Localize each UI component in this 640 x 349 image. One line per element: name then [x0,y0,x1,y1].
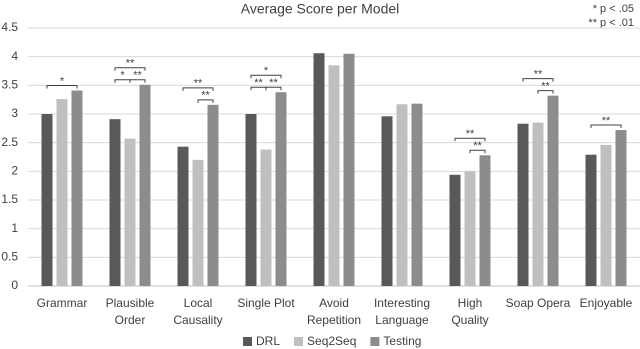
bar [396,104,408,287]
x-tick-label: Avoid Repetition [306,296,362,327]
legend-swatch [370,337,380,346]
x-tick-label: Grammar [36,296,88,310]
bar [615,130,627,286]
y-tick-label: 0 [11,278,18,292]
legend-label: DRL [256,334,280,348]
bar [381,116,393,286]
significance-label: ** [473,140,482,152]
y-tick-label: 1.5 [1,192,18,206]
y-tick-label: 3 [11,106,18,120]
bar [275,92,287,286]
significance-bracket [265,86,282,91]
legend-swatch [294,337,304,346]
bar [139,84,151,286]
bar [449,174,461,286]
significance-bracket [590,124,622,129]
bar [177,146,189,286]
significance-label: ** [534,69,543,81]
bar [192,159,204,286]
bar [328,65,340,287]
significance-bracket [197,99,214,103]
x-tick-label: Interesting Language [373,296,431,327]
bar [71,90,83,286]
x-tick-label: Soap Opera [505,296,571,310]
bar [260,149,272,286]
legend-label: Testing [383,334,421,348]
bar [207,104,219,287]
significance-label: ** [602,115,611,127]
bar [56,99,68,287]
significance-label: ** [194,78,203,90]
significance-bracket [129,79,146,83]
bar [41,114,53,286]
bar [547,95,559,286]
significance-bracket [522,78,554,82]
y-tick-label: 2 [11,164,18,178]
legend-label: Seq2Seq [307,334,356,348]
significance-label: ** [541,81,550,93]
significance-bracket [114,67,146,71]
legend-swatch [243,337,252,346]
significance-label: ** [269,77,278,89]
y-tick-label: 3.5 [1,78,18,92]
y-tick-label: 4.5 [1,20,18,34]
significance-label: ** [201,90,210,102]
bar [600,144,612,286]
x-tick-label: Enjoyable [579,296,633,310]
significance-bracket [250,74,282,79]
significance-label: ** [466,128,475,140]
note: * p < .05 [593,3,634,15]
bar [585,154,597,286]
bar [532,122,544,286]
significance-label: * [264,65,269,77]
significance-bracket [46,84,78,89]
significance-bracket [454,137,486,142]
y-tick-label: 0.5 [1,250,18,264]
y-tick-label: 1 [11,221,18,235]
significance-label: ** [254,77,263,89]
bar [109,119,121,286]
y-tick-label: 4 [11,49,18,63]
bar [124,138,136,286]
chart-title: Average Score per Model [241,1,400,17]
x-tick-label: Plausible Order [105,296,155,327]
x-tick-label: Local Causality [173,296,223,327]
significance-label: * [60,75,65,87]
x-tick-label: Single Plot [237,296,295,310]
bar [313,53,325,286]
bar [245,114,257,286]
bar [464,171,476,286]
significance-bracket [182,87,214,91]
significance-label: ** [133,70,142,82]
significance-bracket [537,90,554,94]
y-tick-label: 2.5 [1,135,18,149]
significance-bracket [469,149,486,154]
bar [343,53,355,286]
note: ** p < .01 [588,17,634,29]
bar [517,123,529,286]
x-tick-label: High Quality [451,296,489,327]
significance-label: * [120,70,125,82]
significance-label: ** [126,58,135,70]
bar [479,155,491,286]
bar [411,103,423,287]
